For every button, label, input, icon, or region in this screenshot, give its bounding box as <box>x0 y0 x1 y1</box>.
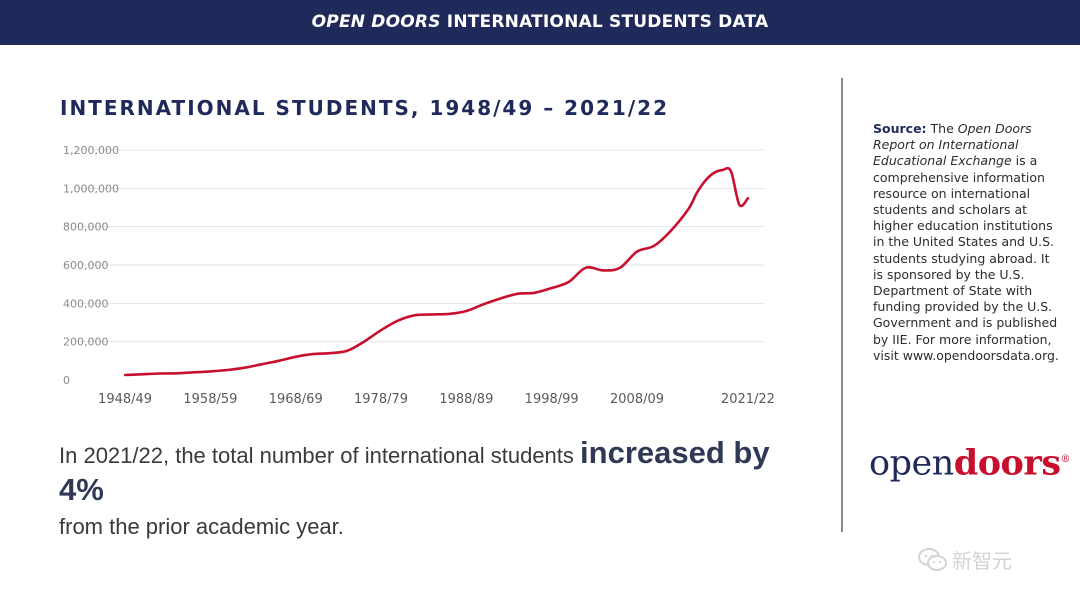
logo-open: open <box>869 443 954 484</box>
y-tick-label: 600,000 <box>63 259 109 272</box>
y-tick-label: 1,200,000 <box>63 144 119 157</box>
x-tick-label: 1968/69 <box>269 392 323 407</box>
source-text-1: The <box>926 121 958 136</box>
logo-registered: ® <box>1060 454 1071 465</box>
x-tick-label: 2008/09 <box>610 392 664 407</box>
summary-before: In 2021/22, the total number of internat… <box>59 443 581 468</box>
header-banner: OPEN DOORS INTERNATIONAL STUDENTS DATA <box>0 0 1080 45</box>
x-tick-label: 1948/49 <box>98 392 152 407</box>
x-tick-label: 1998/99 <box>525 392 579 407</box>
x-tick-label: 1958/59 <box>183 392 237 407</box>
summary-after: from the prior academic year. <box>59 514 344 539</box>
y-tick-label: 0 <box>63 374 70 387</box>
vertical-divider <box>841 78 843 532</box>
opendoors-logo: opendoors® <box>869 440 1071 484</box>
chart-title: INTERNATIONAL STUDENTS, 1948/49 – 2021/2… <box>60 96 669 120</box>
y-tick-label: 400,000 <box>63 297 109 310</box>
header-title-italic: OPEN DOORS <box>311 12 441 32</box>
summary-emphasis: increased by 4% <box>59 435 770 507</box>
logo-doors: doors <box>953 442 1061 484</box>
wechat-icon <box>918 547 948 578</box>
watermark-text: 新智元 <box>952 549 1012 573</box>
header-title-rest: INTERNATIONAL STUDENTS DATA <box>440 12 769 32</box>
x-tick-label: 1978/79 <box>354 392 408 407</box>
line-chart: 0 200,000 400,000 600,000 800,000 1,000,000 1,… <box>63 144 775 407</box>
y-tick-label: 200,000 <box>63 336 109 349</box>
summary-text: In 2021/22, the total number of internat… <box>59 436 819 544</box>
y-tick-label: 800,000 <box>63 221 109 234</box>
x-tick-label: 1988/89 <box>439 392 493 407</box>
series-line <box>123 166 750 377</box>
source-label: Source: <box>873 121 927 136</box>
x-tick-label: 2021/22 <box>721 392 775 407</box>
y-tick-label: 1,000,000 <box>63 182 119 195</box>
source-text-2: is a comprehensive information resource … <box>873 153 1059 363</box>
watermark: 新智元 <box>918 545 1012 578</box>
source-note: Source: The Open Doors Report on Interna… <box>873 121 1063 364</box>
source-report-title: Open Doors Report on International Educa… <box>873 121 1032 169</box>
